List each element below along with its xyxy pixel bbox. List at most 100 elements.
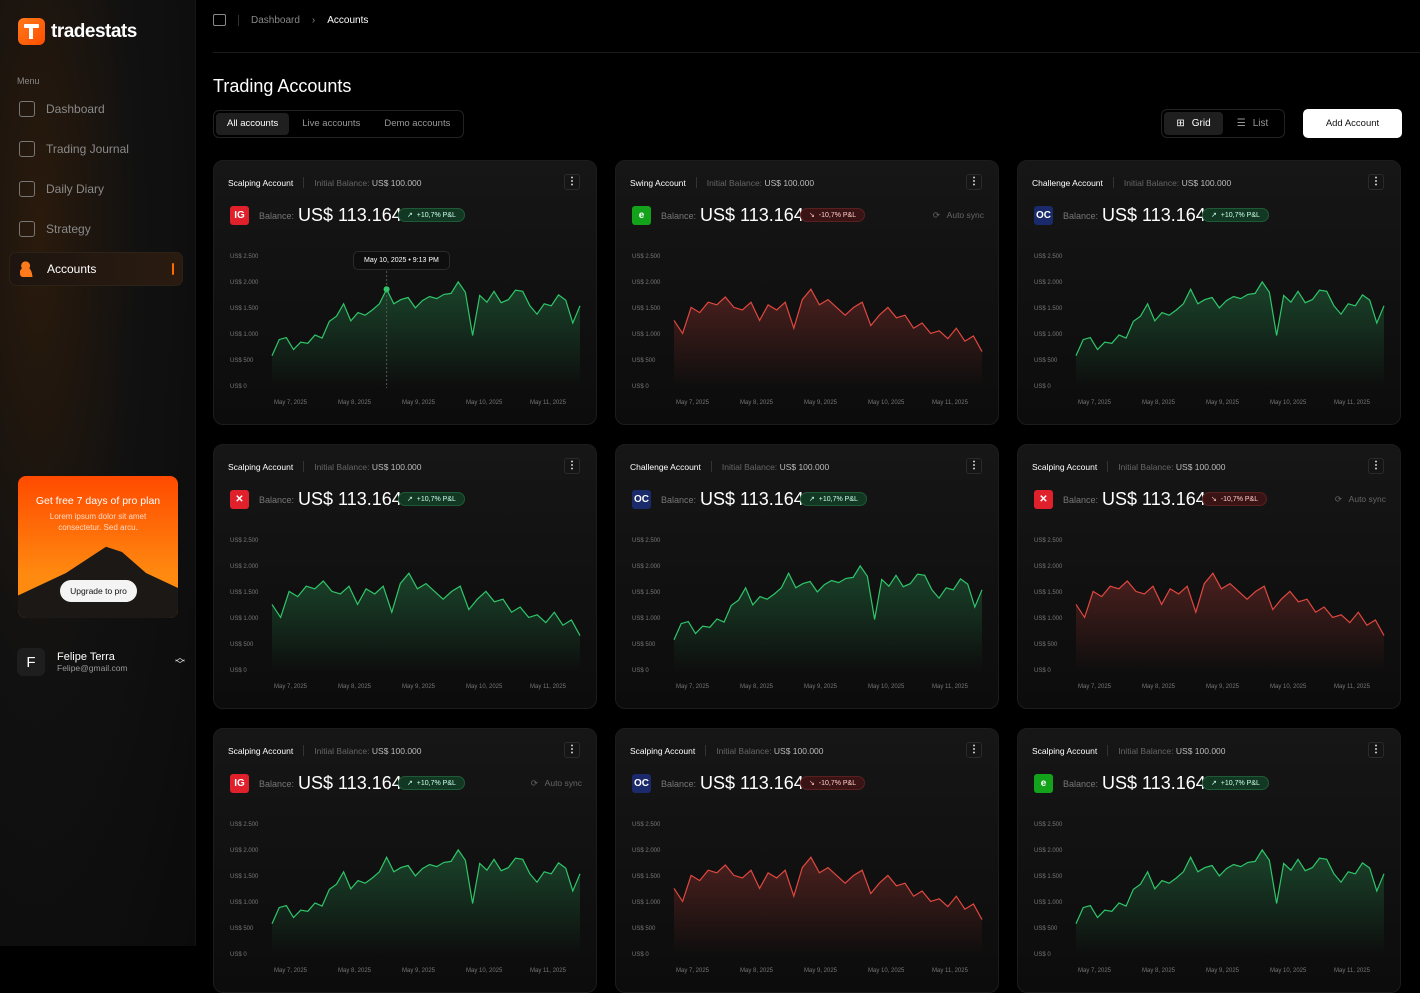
- balance-chart: [271, 271, 581, 388]
- tab-all-accounts[interactable]: All accounts: [216, 113, 290, 135]
- list-view-button[interactable]: ☰ List: [1223, 112, 1282, 135]
- x-tick-label: May 9, 2025: [804, 968, 838, 974]
- account-card[interactable]: Challenge Account Initial Balance: US$ 10…: [1017, 160, 1401, 425]
- grid-view-button[interactable]: ⊞ Grid: [1164, 112, 1223, 135]
- account-name: Swing Account: [630, 177, 686, 188]
- broker-logo-ig: IG: [230, 774, 249, 793]
- balance-label: Balance:: [1063, 211, 1099, 221]
- initial-balance-label: Initial Balance:: [1123, 177, 1180, 188]
- chart-area: [272, 281, 580, 388]
- y-tick-label: US$ 0: [230, 668, 247, 674]
- y-tick-label: US$ 2.000: [632, 564, 661, 570]
- account-name: Challenge Account: [630, 461, 701, 472]
- sidebar-item-label: Daily Diary: [46, 182, 105, 196]
- x-tick-label: May 8, 2025: [740, 968, 774, 974]
- account-card[interactable]: Challenge Account Initial Balance: US$ 10…: [615, 444, 999, 709]
- pnl-badge: ↗ +10,7% P&L: [800, 492, 867, 506]
- account-card[interactable]: Scalping Account Initial Balance: US$ 100…: [615, 728, 999, 993]
- auto-sync-label: Auto sync: [544, 778, 582, 788]
- x-tick-label: May 9, 2025: [1206, 968, 1240, 974]
- x-tick-label: May 7, 2025: [1078, 400, 1112, 406]
- sidebar-item-strategy[interactable]: Strategy: [9, 212, 183, 246]
- more-options-button[interactable]: ⋮: [1368, 174, 1384, 190]
- account-card[interactable]: Scalping Account Initial Balance: US$ 100…: [213, 160, 597, 425]
- y-tick-label: US$ 2.500: [1034, 538, 1063, 544]
- tab-live-accounts[interactable]: Live accounts: [302, 118, 361, 129]
- more-options-button[interactable]: ⋮: [564, 458, 580, 474]
- initial-balance: US$ 100.000: [371, 745, 422, 756]
- logo[interactable]: tradestats: [18, 18, 137, 45]
- breadcrumb-accounts: Accounts: [327, 14, 369, 26]
- x-tick-label: May 8, 2025: [740, 400, 774, 406]
- chevron-right-icon: ›: [311, 14, 316, 26]
- more-options-button[interactable]: ⋮: [1368, 458, 1384, 474]
- x-tick-label: May 9, 2025: [402, 400, 436, 406]
- y-tick-label: US$ 1.000: [230, 332, 259, 338]
- balance-value: US$ 113.164: [298, 489, 402, 509]
- more-options-button[interactable]: ⋮: [1368, 742, 1384, 758]
- y-tick-label: US$ 500: [632, 358, 656, 364]
- account-card[interactable]: Scalping Account Initial Balance: US$ 100…: [1017, 444, 1401, 709]
- more-options-button[interactable]: ⋮: [966, 458, 982, 474]
- sidebar-item-accounts[interactable]: Accounts: [9, 252, 183, 286]
- pnl-value: +10,7% P&L: [1220, 780, 1260, 787]
- more-options-button[interactable]: ⋮: [966, 742, 982, 758]
- sidebar-item-daily-diary[interactable]: Daily Diary: [9, 172, 183, 206]
- broker-logo-oc: OC: [632, 490, 651, 509]
- tab-demo-accounts[interactable]: Demo accounts: [384, 118, 451, 129]
- promo-text: Lorem ipsum dolor sit amet consectetur. …: [49, 512, 147, 532]
- sidebar-item-label: Accounts: [47, 262, 97, 276]
- chart-line: [1075, 572, 1385, 636]
- user-menu[interactable]: F Felipe Terra Felipe@gmail.com ︿ ﹀: [17, 648, 187, 676]
- menu-label: Menu: [17, 76, 40, 86]
- y-tick-label: US$ 2.000: [1034, 848, 1063, 854]
- account-card[interactable]: Scalping Account Initial Balance: US$ 100…: [1017, 728, 1401, 993]
- more-options-button[interactable]: ⋮: [564, 742, 580, 758]
- sidebar-item-trading-journal[interactable]: Trading Journal: [9, 132, 183, 166]
- trend-down-icon: ↘: [1211, 496, 1217, 503]
- sidebar-item-dashboard[interactable]: Dashboard: [9, 92, 183, 126]
- initial-balance: US$ 100.000: [764, 177, 815, 188]
- initial-balance: US$ 100.000: [1181, 177, 1232, 188]
- x-tick-label: May 10, 2025: [1270, 684, 1307, 690]
- broker-logo-ig: IG: [230, 206, 249, 225]
- auto-sync-button[interactable]: ⟳ Auto sync: [531, 778, 582, 789]
- y-tick-label: US$ 1.500: [632, 306, 661, 312]
- initial-balance-label: Initial Balance:: [706, 177, 763, 188]
- y-tick-label: US$ 2.500: [230, 254, 259, 260]
- y-tick-label: US$ 2.500: [230, 822, 259, 828]
- auto-sync-button[interactable]: ⟳ Auto sync: [933, 210, 984, 221]
- broker-logo-oc: OC: [632, 774, 651, 793]
- grid-label: Grid: [1191, 118, 1211, 129]
- y-tick-label: US$ 0: [632, 952, 649, 958]
- more-options-button[interactable]: ⋮: [564, 174, 580, 190]
- y-tick-label: US$ 2.500: [230, 538, 259, 544]
- account-name: Scalping Account: [1032, 461, 1098, 472]
- balance-value: US$ 113.164: [1102, 773, 1206, 793]
- balance-chart: [1075, 572, 1385, 672]
- initial-balance: US$ 100.000: [371, 461, 422, 472]
- x-tick-label: May 8, 2025: [338, 968, 372, 974]
- x-tick-label: May 9, 2025: [804, 684, 838, 690]
- sync-icon: ⟳: [1334, 494, 1343, 504]
- auto-sync-label: Auto sync: [946, 210, 984, 220]
- add-account-button[interactable]: Add Account: [1303, 109, 1402, 138]
- users-icon: [20, 261, 36, 277]
- account-card[interactable]: Scalping Account Initial Balance: US$ 100…: [213, 728, 597, 993]
- x-tick-label: May 9, 2025: [1206, 684, 1240, 690]
- chevron-up-down-icon[interactable]: ︿ ﹀: [175, 653, 185, 671]
- y-tick-label: US$ 2.500: [1034, 254, 1063, 260]
- balance-chart: [271, 848, 581, 956]
- breadcrumb-dashboard[interactable]: Dashboard: [251, 14, 300, 26]
- x-tick-label: May 11, 2025: [530, 400, 566, 406]
- account-card[interactable]: Swing Account Initial Balance: US$ 100.00…: [615, 160, 999, 425]
- card-header: Scalping Account Initial Balance: US$ 100…: [228, 745, 422, 756]
- auto-sync-button[interactable]: ⟳ Auto sync: [1335, 494, 1386, 505]
- account-card[interactable]: Scalping Account Initial Balance: US$ 100…: [213, 444, 597, 709]
- balance-chart: [1075, 280, 1385, 388]
- sidebar-toggle-icon[interactable]: [213, 14, 226, 26]
- upgrade-button[interactable]: Upgrade to pro: [60, 580, 137, 602]
- balance-label: Balance:: [259, 495, 295, 505]
- x-tick-label: May 7, 2025: [1078, 684, 1112, 690]
- more-options-button[interactable]: ⋮: [966, 174, 982, 190]
